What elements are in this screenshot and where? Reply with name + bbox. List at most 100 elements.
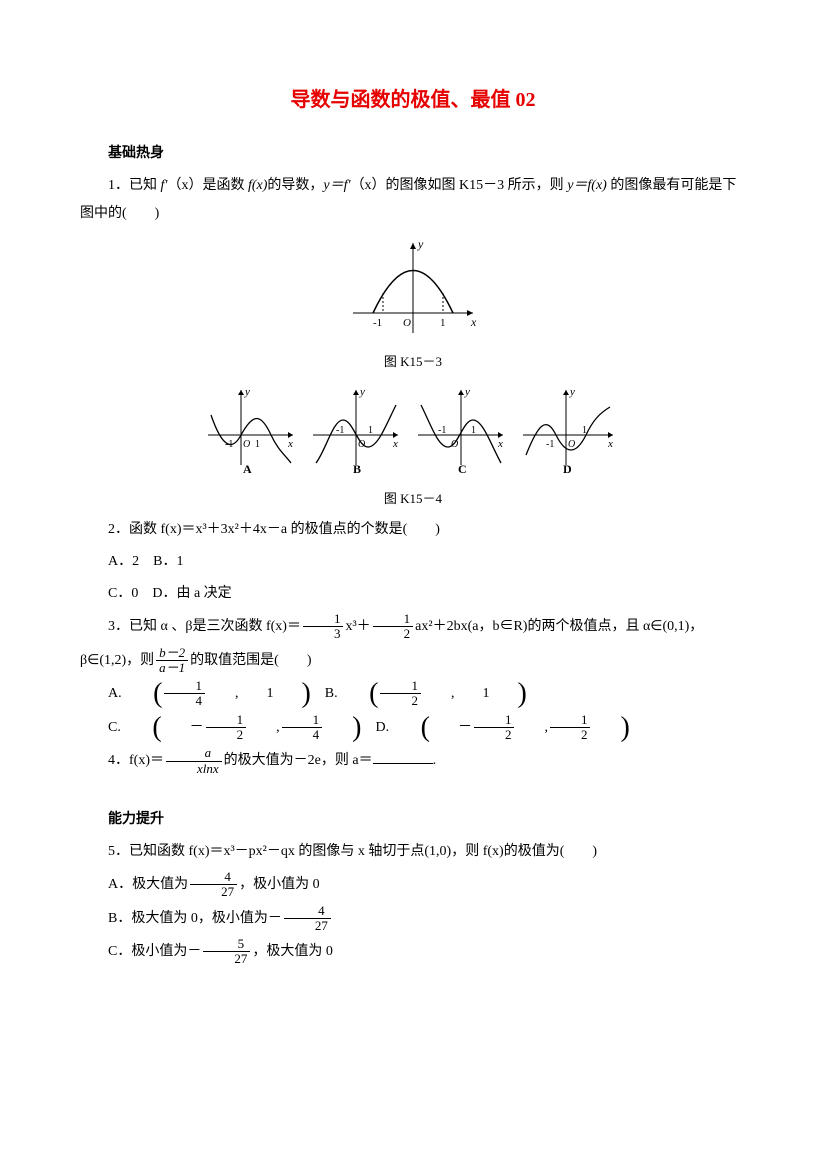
q3-line2: β∈(1,2)，则b－2a－1的取值范围是( ) (80, 646, 746, 676)
svg-text:O: O (451, 439, 458, 450)
svg-text:1: 1 (471, 425, 476, 436)
frac-num: b－2 (156, 646, 188, 661)
q1-c: 的导数， (267, 178, 323, 193)
n: 5 (203, 937, 250, 952)
c-post: ，极大值为 0 (252, 944, 333, 959)
n: 1 (206, 713, 247, 728)
svg-text:x: x (287, 438, 293, 450)
caption-2: 图 K15－4 (80, 486, 746, 512)
d: 2 (380, 694, 421, 708)
n: 1 (282, 713, 323, 728)
q3-opts-ab: A. (14, 1) B. (12, 1) (80, 679, 746, 709)
n: 1 (164, 679, 205, 694)
svg-text:x: x (470, 315, 477, 329)
q3-l2a: β∈(1,2)，则 (80, 653, 154, 668)
q1: 1．已知 f′（x）是函数 f(x)的导数，y＝f′（x）的图像如图 K15－3… (80, 172, 746, 228)
svg-text:x: x (392, 438, 398, 450)
fig-top-svg: y x -1 O 1 (343, 238, 483, 338)
svg-text:1: 1 (440, 317, 446, 329)
n: a (166, 746, 222, 761)
d: 4 (164, 694, 205, 708)
q4-blank (373, 748, 433, 765)
q2-opt-ab: A．2 B．1 (80, 548, 746, 576)
section-ability: 能力提升 (80, 806, 746, 834)
svg-text:x: x (607, 438, 613, 450)
n: 4 (190, 870, 237, 885)
svg-text:A: A (243, 462, 252, 475)
n: 1 (474, 713, 515, 728)
svg-text:-1: -1 (438, 425, 446, 436)
svg-text:x: x (497, 438, 503, 450)
svg-text:y: y (244, 386, 250, 398)
q4-post: 的极大值为－2e，则 a＝ (224, 753, 373, 768)
opt-a-label: A. (108, 686, 122, 701)
q1-d: （x）的图像如图 K15－3 所示，则 (351, 178, 568, 193)
q5-opt-b: B．极大值为 0，极小值为－427 (80, 904, 746, 934)
opt-b: (12, 1) (341, 679, 527, 709)
fig-row-svg: -1 O 1 y x A -1 O 1 y x B -1 (203, 385, 623, 475)
c-frac: 527 (203, 937, 250, 967)
caption-1: 图 K15－3 (80, 349, 746, 375)
q5-opt-a: A．极大值为427，极小值为 0 (80, 870, 746, 900)
frac-den: a－1 (156, 661, 188, 675)
svg-text:-1: -1 (546, 439, 554, 450)
d: 27 (203, 952, 250, 966)
q5-opt-c: C．极小值为－527，极大值为 0 (80, 937, 746, 967)
opt-a: (14, 1) (125, 679, 311, 709)
n: 1 (380, 679, 421, 694)
d: 27 (190, 885, 237, 899)
svg-text:B: B (353, 462, 361, 475)
opt-d: (－12, 12) (393, 713, 630, 743)
svg-text:1: 1 (582, 425, 587, 436)
svg-text:1: 1 (368, 425, 373, 436)
q1-yfx: y＝f(x) (567, 178, 607, 193)
d: 2 (550, 728, 591, 742)
opt-d-label: D. (376, 720, 390, 735)
svg-text:y: y (359, 386, 365, 398)
q4-pre: 4．f(x)＝ (108, 753, 164, 768)
page-title: 导数与函数的极值、最值 02 (80, 80, 746, 120)
d: 4 (282, 728, 323, 742)
q2-opt-cd: C．0 D．由 a 决定 (80, 580, 746, 608)
q3-mid1: x³＋ (345, 619, 370, 634)
frac-num: 1 (303, 612, 344, 627)
frac-den: 3 (303, 627, 344, 641)
d: 27 (284, 919, 331, 933)
d: 2 (206, 728, 247, 742)
a-pre: A．极大值为 (108, 877, 188, 892)
q1-fx: f(x) (248, 178, 267, 193)
n: 1 (550, 713, 591, 728)
v: 1 (454, 680, 489, 708)
d: xlnx (166, 762, 222, 776)
section-basic: 基础热身 (80, 140, 746, 168)
b-frac: 427 (284, 904, 331, 934)
svg-text:O: O (568, 439, 575, 450)
q3-pre: 3．已知 α 、β是三次函数 f(x)＝ (108, 619, 301, 634)
opt-c: (－12, 14) (124, 713, 361, 743)
frac-den: 2 (373, 627, 414, 641)
v: 1 (238, 680, 273, 708)
svg-text:-1: -1 (225, 439, 233, 450)
svg-text:C: C (458, 462, 467, 475)
d: 2 (474, 728, 515, 742)
b-pre: B．极大值为 0，极小值为－ (108, 911, 282, 926)
svg-text:O: O (358, 439, 365, 450)
q3-frac1: 13 (303, 612, 344, 642)
n: 4 (284, 904, 331, 919)
q3-frac2: 12 (373, 612, 414, 642)
svg-text:y: y (569, 386, 575, 398)
q2: 2．函数 f(x)＝x³＋3x²＋4x－a 的极值点的个数是( ) (80, 516, 746, 544)
q4-frac: axlnx (166, 746, 222, 776)
svg-text:y: y (417, 238, 424, 251)
q4-end: . (433, 753, 437, 768)
svg-text:1: 1 (255, 439, 260, 450)
a-post: ，极小值为 0 (239, 877, 320, 892)
neg: － (162, 714, 204, 742)
frac-num: 1 (373, 612, 414, 627)
q3-main-frac: b－2a－1 (156, 646, 188, 676)
q1-a: 1．已知 (108, 178, 161, 193)
svg-text:-1: -1 (336, 425, 344, 436)
q3-line1: 3．已知 α 、β是三次函数 f(x)＝13x³＋12ax²＋2bx(a，b∈R… (80, 612, 746, 642)
figure-k15-4: -1 O 1 y x A -1 O 1 y x B -1 (80, 385, 746, 512)
q1-b: （x）是函数 (167, 178, 248, 193)
